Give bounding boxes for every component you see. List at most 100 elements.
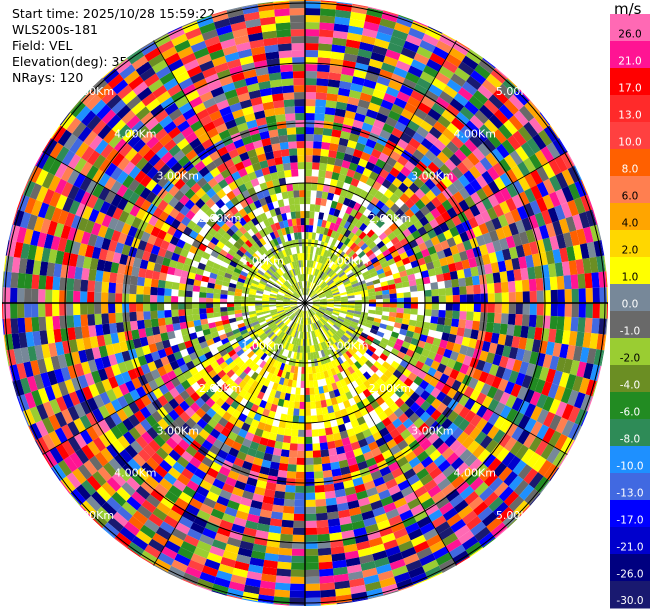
range-bin [176, 357, 186, 367]
range-bin [359, 554, 375, 565]
range-bin [98, 419, 111, 434]
range-bin [207, 79, 222, 92]
range-bin [51, 383, 63, 399]
range-bin [102, 67, 115, 79]
range-bin [289, 155, 298, 163]
range-bin [440, 384, 452, 395]
range-bin [338, 338, 346, 346]
range-bin [117, 435, 131, 449]
range-bin [88, 268, 97, 281]
range-bin [279, 313, 286, 318]
range-bin [199, 291, 207, 298]
range-bin [507, 313, 516, 326]
range-bin [522, 349, 532, 363]
range-bin [397, 439, 409, 451]
range-bin [401, 318, 410, 325]
range-bin [378, 526, 394, 537]
range-bin [324, 170, 333, 179]
range-bin [291, 36, 305, 44]
range-bin [149, 122, 164, 136]
range-bin [175, 211, 186, 223]
range-bin [365, 138, 377, 149]
range-bin [335, 395, 343, 404]
range-bin [305, 576, 320, 584]
range-bin [178, 303, 186, 310]
range-bin [373, 317, 382, 324]
range-bin [242, 383, 252, 392]
range-bin [379, 129, 392, 140]
range-bin [536, 393, 548, 409]
range-bin [395, 60, 411, 72]
range-bin [244, 454, 255, 464]
range-bin [218, 563, 235, 575]
range-bin [59, 480, 71, 494]
range-bin [416, 450, 429, 463]
range-bin [210, 360, 220, 370]
range-bin [115, 283, 123, 294]
range-bin [343, 53, 358, 63]
range-bin [383, 502, 397, 514]
range-bin [293, 260, 298, 269]
range-bin [68, 253, 79, 267]
range-bin [285, 485, 296, 493]
range-bin [334, 358, 341, 367]
range-bin [333, 208, 341, 218]
range-bin [409, 402, 421, 413]
range-bin [387, 42, 404, 54]
range-bin [87, 233, 98, 247]
range-bin [391, 565, 409, 577]
range-bin [233, 517, 247, 528]
range-bin [375, 378, 385, 387]
range-bin [497, 506, 514, 523]
range-bin [306, 310, 309, 318]
range-bin [296, 352, 300, 360]
range-bin [550, 289, 558, 303]
range-bin [288, 287, 295, 293]
range-bin [328, 281, 336, 288]
range-bin [555, 172, 569, 189]
range-bin [452, 343, 462, 354]
range-bin [515, 244, 526, 258]
range-bin [259, 437, 269, 446]
range-bin [315, 313, 321, 320]
range-bin [319, 241, 325, 249]
range-bin [374, 264, 383, 272]
range-bin [413, 83, 428, 96]
range-bin [117, 467, 132, 482]
colorbar-tick-label: 8.0 [622, 164, 639, 176]
range-bin [201, 413, 212, 424]
range-bin [206, 491, 220, 503]
range-bin [2, 303, 4, 319]
range-bin [442, 507, 458, 522]
range-bin [317, 262, 323, 271]
range-bin [189, 265, 198, 274]
range-bin [542, 427, 556, 444]
range-bin [560, 387, 573, 404]
range-bin [314, 314, 320, 321]
range-bin [333, 309, 341, 313]
range-bin [276, 297, 284, 300]
range-bin [257, 443, 267, 453]
range-bin [410, 337, 420, 346]
range-bin [376, 331, 385, 338]
range-bin [379, 244, 388, 253]
range-bin [286, 290, 293, 295]
range-bin [68, 339, 79, 353]
range-bin [505, 357, 516, 371]
range-bin [158, 384, 170, 395]
range-bin [487, 412, 500, 426]
range-bin [157, 287, 165, 296]
range-bin [414, 406, 426, 418]
range-bin [205, 397, 216, 408]
range-bin [274, 589, 290, 598]
range-bin [216, 162, 228, 173]
range-bin [278, 220, 285, 229]
range-bin [104, 190, 117, 204]
range-bin [298, 310, 303, 317]
range-bin [126, 547, 141, 558]
range-bin [339, 219, 347, 228]
range-bin [335, 446, 346, 455]
range-bin [576, 228, 587, 245]
range-bin [523, 388, 535, 404]
range-bin [313, 322, 319, 330]
